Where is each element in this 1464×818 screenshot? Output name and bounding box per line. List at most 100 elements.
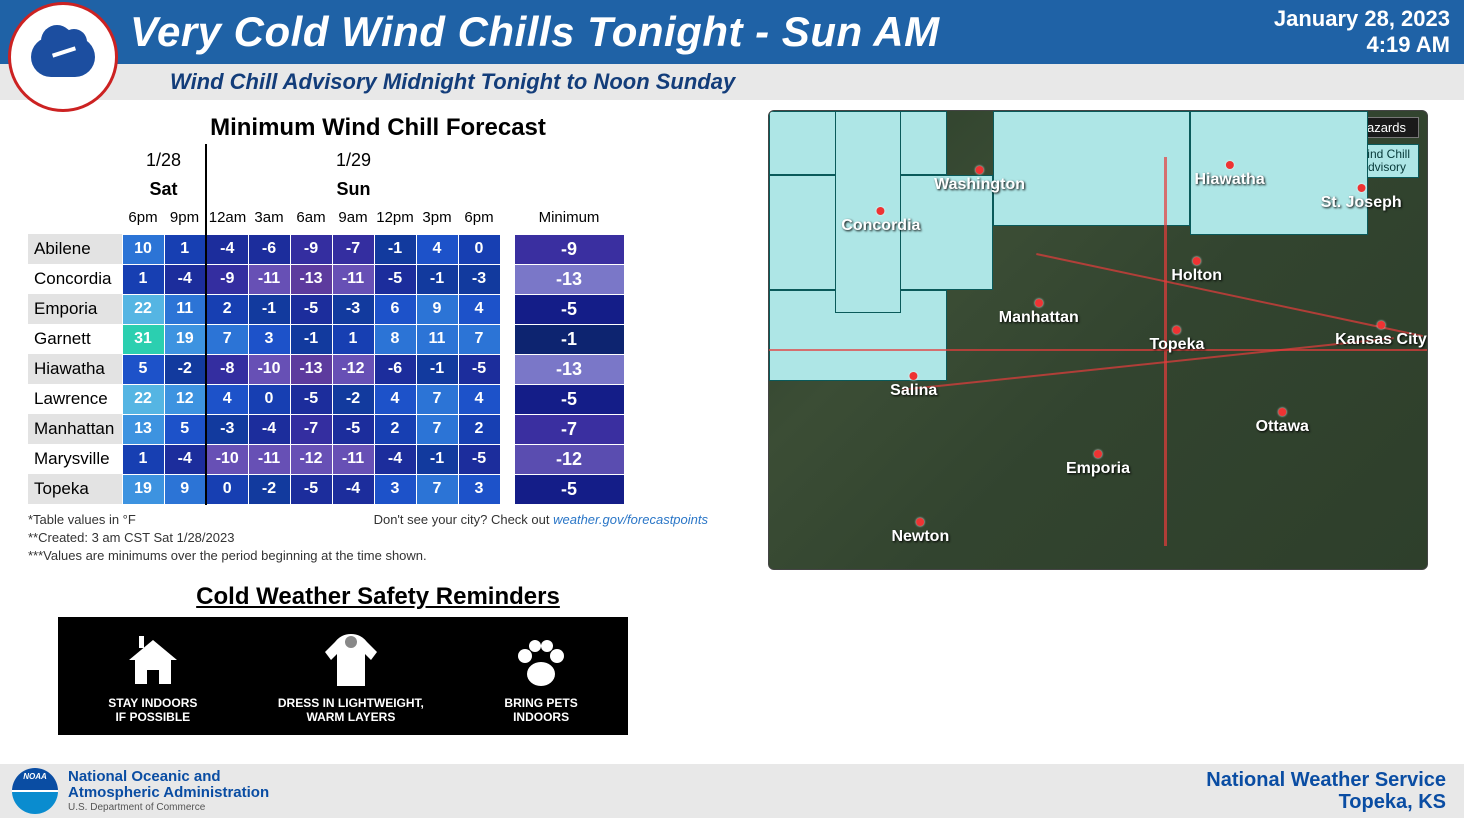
temp-cell: -4 [164, 264, 206, 294]
map-city-kansas-city: Kansas City [1335, 321, 1427, 349]
table-title: Minimum Wind Chill Forecast [28, 114, 728, 142]
temp-cell: 7 [416, 384, 458, 414]
temp-cell: -4 [332, 474, 374, 504]
city-label: Abilene [28, 234, 122, 264]
temp-cell: -3 [332, 294, 374, 324]
table-row: Hiawatha5-2-8-10-13-12-6-1-5-13 [28, 354, 624, 384]
temp-cell: 9 [164, 474, 206, 504]
temp-cell: 11 [416, 324, 458, 354]
temp-cell: -13 [290, 354, 332, 384]
temp-cell: 7 [206, 324, 248, 354]
temp-cell: -5 [290, 474, 332, 504]
temp-cell: 4 [458, 384, 500, 414]
footer-bar: National Oceanic and Atmospheric Adminis… [0, 764, 1464, 818]
table-row: Topeka1990-2-5-4373-5 [28, 474, 624, 504]
temp-cell: 4 [374, 384, 416, 414]
temp-cell: 2 [374, 414, 416, 444]
temp-cell: -9 [290, 234, 332, 264]
temp-cell: 7 [416, 474, 458, 504]
temp-cell: -4 [374, 444, 416, 474]
issue-time: 4:19 AM [1274, 32, 1450, 58]
city-dot-icon [976, 166, 984, 174]
header-bar: Very Cold Wind Chills Tonight - Sun AM J… [0, 0, 1464, 64]
temp-cell: -5 [458, 444, 500, 474]
minimum-cell: -7 [514, 414, 624, 444]
temp-cell: -11 [332, 264, 374, 294]
temp-cell: 10 [122, 234, 164, 264]
city-dot-icon [1094, 450, 1102, 458]
temp-cell: -3 [206, 414, 248, 444]
footnote-units: *Table values in °F [28, 511, 136, 529]
map-city-salina: Salina [890, 372, 937, 400]
temp-cell: -6 [374, 354, 416, 384]
footnote-created: **Created: 3 am CST Sat 1/28/2023 [28, 529, 728, 547]
temp-cell: 2 [458, 414, 500, 444]
paw-icon [504, 628, 577, 690]
temp-cell: -2 [332, 384, 374, 414]
temp-cell: 22 [122, 384, 164, 414]
windchill-table: 1/281/29SatSun6pm9pm12am3am6am9am12pm3pm… [28, 144, 625, 505]
safety-panel: STAY INDOORS IF POSSIBLE DRESS IN LIGHTW… [58, 617, 628, 735]
map-city-newton: Newton [891, 518, 949, 546]
temp-cell: -8 [206, 354, 248, 384]
temp-cell: 19 [164, 324, 206, 354]
safety-item-layers: DRESS IN LIGHTWEIGHT, WARM LAYERS [278, 628, 424, 725]
temp-cell: 22 [122, 294, 164, 324]
house-icon [108, 628, 197, 690]
temp-cell: 7 [416, 414, 458, 444]
temp-cell: -10 [248, 354, 290, 384]
minimum-cell: -13 [514, 354, 624, 384]
temp-cell: -2 [164, 354, 206, 384]
temp-cell: 0 [206, 474, 248, 504]
temp-cell: 1 [332, 324, 374, 354]
temp-cell: -7 [290, 414, 332, 444]
minimum-cell: -5 [514, 384, 624, 414]
temp-cell: -4 [164, 444, 206, 474]
minimum-cell: -12 [514, 444, 624, 474]
temp-cell: 1 [122, 444, 164, 474]
temp-cell: -1 [416, 354, 458, 384]
table-row: Lawrence221240-5-2474-5 [28, 384, 624, 414]
city-dot-icon [1035, 299, 1043, 307]
temp-cell: 3 [374, 474, 416, 504]
page-title: Very Cold Wind Chills Tonight - Sun AM [130, 8, 940, 56]
map-city-st-joseph: St. Joseph [1321, 184, 1402, 212]
temp-cell: -10 [206, 444, 248, 474]
temp-cell: 4 [416, 234, 458, 264]
city-label: Lawrence [28, 384, 122, 414]
temp-cell: 7 [458, 324, 500, 354]
minimum-cell: -1 [514, 324, 624, 354]
minimum-cell: -9 [514, 234, 624, 264]
city-label: Hiawatha [28, 354, 122, 384]
road-line [769, 349, 1427, 351]
city-label: Manhattan [28, 414, 122, 444]
temp-cell: 12 [164, 384, 206, 414]
temp-cell: 3 [248, 324, 290, 354]
city-label: Garnett [28, 324, 122, 354]
map-city-topeka: Topeka [1150, 326, 1205, 354]
nws-logo [8, 2, 118, 112]
temp-cell: -3 [458, 264, 500, 294]
temp-cell: -5 [290, 294, 332, 324]
forecastpoints-link[interactable]: weather.gov/forecastpoints [553, 512, 708, 527]
temp-cell: -1 [416, 264, 458, 294]
city-dot-icon [1377, 321, 1385, 329]
road-line [902, 337, 1393, 391]
temp-cell: 0 [248, 384, 290, 414]
temp-cell: -6 [248, 234, 290, 264]
noaa-name-l2: Atmospheric Administration [68, 785, 269, 801]
noaa-dept: U.S. Department of Commerce [68, 802, 269, 813]
city-dot-icon [1226, 161, 1234, 169]
temp-cell: 0 [458, 234, 500, 264]
temp-cell: -11 [248, 264, 290, 294]
city-dot-icon [1193, 257, 1201, 265]
table-row: Manhattan135-3-4-7-5272-7 [28, 414, 624, 444]
temp-cell: 1 [122, 264, 164, 294]
city-dot-icon [1357, 184, 1365, 192]
city-label: Emporia [28, 294, 122, 324]
table-row: Emporia22112-1-5-3694-5 [28, 294, 624, 324]
minimum-cell: -5 [514, 474, 624, 504]
temp-cell: -5 [458, 354, 500, 384]
minimum-cell: -5 [514, 294, 624, 324]
temp-cell: -11 [248, 444, 290, 474]
